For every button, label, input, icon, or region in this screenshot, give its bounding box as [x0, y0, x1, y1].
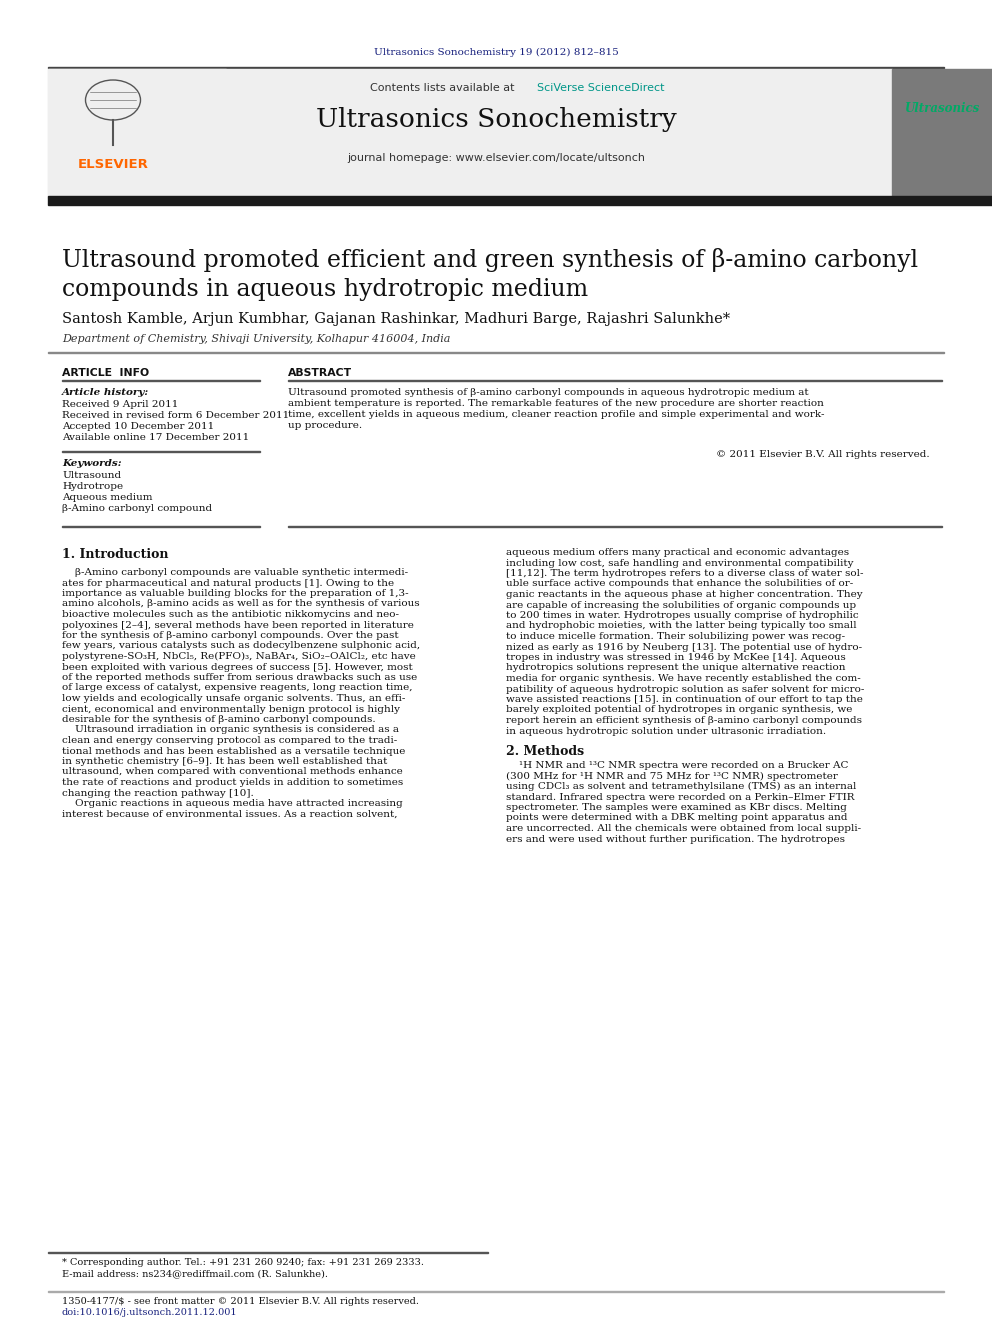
Text: (300 MHz for ¹H NMR and 75 MHz for ¹³C NMR) spectrometer: (300 MHz for ¹H NMR and 75 MHz for ¹³C N… — [506, 771, 838, 781]
Text: desirable for the synthesis of β-amino carbonyl compounds.: desirable for the synthesis of β-amino c… — [62, 714, 376, 724]
Text: nized as early as 1916 by Neuberg [13]. The potential use of hydro-: nized as early as 1916 by Neuberg [13]. … — [506, 643, 862, 651]
Text: [11,12]. The term hydrotropes refers to a diverse class of water sol-: [11,12]. The term hydrotropes refers to … — [506, 569, 863, 578]
Text: using CDCl₃ as solvent and tetramethylsilane (TMS) as an internal: using CDCl₃ as solvent and tetramethylsi… — [506, 782, 856, 791]
Text: are capable of increasing the solubilities of organic compounds up: are capable of increasing the solubiliti… — [506, 601, 856, 610]
Text: tional methods and has been established as a versatile technique: tional methods and has been established … — [62, 746, 406, 755]
Text: Received in revised form 6 December 2011: Received in revised form 6 December 2011 — [62, 411, 290, 419]
Text: ABSTRACT: ABSTRACT — [288, 368, 352, 378]
Text: 1. Introduction: 1. Introduction — [62, 548, 169, 561]
Text: media for organic synthesis. We have recently established the com-: media for organic synthesis. We have rec… — [506, 673, 861, 683]
Text: SciVerse ScienceDirect: SciVerse ScienceDirect — [537, 83, 665, 93]
Text: including low cost, safe handling and environmental compatibility: including low cost, safe handling and en… — [506, 558, 853, 568]
Text: in synthetic chemistry [6–9]. It has been well established that: in synthetic chemistry [6–9]. It has bee… — [62, 757, 387, 766]
Text: clean and energy conserving protocol as compared to the tradi-: clean and energy conserving protocol as … — [62, 736, 397, 745]
Text: ganic reactants in the aqueous phase at higher concentration. They: ganic reactants in the aqueous phase at … — [506, 590, 863, 599]
Text: bioactive molecules such as the antibiotic nikkomycins and neo-: bioactive molecules such as the antibiot… — [62, 610, 399, 619]
Text: Ultrasonics Sonochemistry: Ultrasonics Sonochemistry — [315, 107, 677, 132]
Text: Department of Chemistry, Shivaji University, Kolhapur 416004, India: Department of Chemistry, Shivaji Univers… — [62, 333, 450, 344]
Text: aqueous medium offers many practical and economic advantages: aqueous medium offers many practical and… — [506, 548, 849, 557]
Bar — [892, 69, 992, 198]
Text: time, excellent yields in aqueous medium, cleaner reaction profile and simple ex: time, excellent yields in aqueous medium… — [288, 410, 824, 419]
Text: β-Amino carbonyl compounds are valuable synthetic intermedi-: β-Amino carbonyl compounds are valuable … — [62, 568, 408, 577]
Text: few years, various catalysts such as dodecylbenzene sulphonic acid,: few years, various catalysts such as dod… — [62, 642, 421, 651]
Text: ers and were used without further purification. The hydrotropes: ers and were used without further purifi… — [506, 835, 845, 844]
Text: up procedure.: up procedure. — [288, 421, 362, 430]
Text: Available online 17 December 2011: Available online 17 December 2011 — [62, 433, 249, 442]
Text: Santosh Kamble, Arjun Kumbhar, Gajanan Rashinkar, Madhuri Barge, Rajashri Salunk: Santosh Kamble, Arjun Kumbhar, Gajanan R… — [62, 312, 730, 325]
Text: barely exploited potential of hydrotropes in organic synthesis, we: barely exploited potential of hydrotrope… — [506, 705, 852, 714]
Bar — [48, 196, 992, 205]
Text: Ultrasonics: Ultrasonics — [905, 102, 980, 115]
Text: Ultrasound promoted efficient and green synthesis of β-amino carbonyl
compounds : Ultrasound promoted efficient and green … — [62, 247, 919, 302]
Text: to induce micelle formation. Their solubilizing power was recog-: to induce micelle formation. Their solub… — [506, 632, 845, 642]
Text: importance as valuable building blocks for the preparation of 1,3-: importance as valuable building blocks f… — [62, 589, 409, 598]
Text: Aqueous medium: Aqueous medium — [62, 493, 153, 501]
Text: © 2011 Elsevier B.V. All rights reserved.: © 2011 Elsevier B.V. All rights reserved… — [716, 450, 930, 459]
Text: doi:10.1016/j.ultsonch.2011.12.001: doi:10.1016/j.ultsonch.2011.12.001 — [62, 1308, 238, 1316]
Text: are uncorrected. All the chemicals were obtained from local suppli-: are uncorrected. All the chemicals were … — [506, 824, 861, 833]
Text: ¹H NMR and ¹³C NMR spectra were recorded on a Brucker AC: ¹H NMR and ¹³C NMR spectra were recorded… — [506, 761, 848, 770]
Text: ates for pharmaceutical and natural products [1]. Owing to the: ates for pharmaceutical and natural prod… — [62, 578, 394, 587]
Text: ambient temperature is reported. The remarkable features of the new procedure ar: ambient temperature is reported. The rem… — [288, 400, 824, 407]
Text: E-mail address: ns234@rediffmail.com (R. Salunkhe).: E-mail address: ns234@rediffmail.com (R.… — [62, 1269, 328, 1278]
Text: ELSEVIER: ELSEVIER — [77, 159, 149, 172]
Text: Ultrasound irradiation in organic synthesis is considered as a: Ultrasound irradiation in organic synthe… — [62, 725, 399, 734]
Text: Contents lists available at: Contents lists available at — [370, 83, 518, 93]
Text: the rate of reactions and product yields in addition to sometimes: the rate of reactions and product yields… — [62, 778, 404, 787]
Text: wave assisted reactions [15]. in continuation of our effort to tap the: wave assisted reactions [15]. in continu… — [506, 695, 863, 704]
Text: Ultrasonics Sonochemistry 19 (2012) 812–815: Ultrasonics Sonochemistry 19 (2012) 812–… — [374, 48, 618, 57]
Text: Received 9 April 2011: Received 9 April 2011 — [62, 400, 179, 409]
Text: spectrometer. The samples were examined as KBr discs. Melting: spectrometer. The samples were examined … — [506, 803, 847, 812]
Text: polyoxines [2–4], several methods have been reported in literature: polyoxines [2–4], several methods have b… — [62, 620, 414, 630]
Text: Accepted 10 December 2011: Accepted 10 December 2011 — [62, 422, 214, 431]
Text: of large excess of catalyst, expensive reagents, long reaction time,: of large excess of catalyst, expensive r… — [62, 684, 413, 692]
Text: Hydrotrope: Hydrotrope — [62, 482, 123, 491]
Text: changing the reaction pathway [10].: changing the reaction pathway [10]. — [62, 789, 254, 798]
Text: 2. Methods: 2. Methods — [506, 745, 584, 758]
Bar — [48, 69, 892, 198]
Text: journal homepage: www.elsevier.com/locate/ultsonch: journal homepage: www.elsevier.com/locat… — [347, 153, 645, 163]
Text: points were determined with a DBK melting point apparatus and: points were determined with a DBK meltin… — [506, 814, 847, 823]
Text: Article history:: Article history: — [62, 388, 149, 397]
Text: been exploited with various degrees of success [5]. However, most: been exploited with various degrees of s… — [62, 663, 413, 672]
Text: cient, economical and environmentally benign protocol is highly: cient, economical and environmentally be… — [62, 705, 400, 713]
Text: Keywords:: Keywords: — [62, 459, 122, 468]
Text: Ultrasound promoted synthesis of β-amino carbonyl compounds in aqueous hydrotrop: Ultrasound promoted synthesis of β-amino… — [288, 388, 808, 397]
Text: and hydrophobic moieties, with the latter being typically too small: and hydrophobic moieties, with the latte… — [506, 622, 857, 631]
Text: low yields and ecologically unsafe organic solvents. Thus, an effi-: low yields and ecologically unsafe organ… — [62, 695, 406, 703]
Text: ultrasound, when compared with conventional methods enhance: ultrasound, when compared with conventio… — [62, 767, 403, 777]
Text: tropes in industry was stressed in 1946 by McKee [14]. Aqueous: tropes in industry was stressed in 1946 … — [506, 654, 846, 662]
Text: standard. Infrared spectra were recorded on a Perkin–Elmer FTIR: standard. Infrared spectra were recorded… — [506, 792, 854, 802]
Text: Ultrasound: Ultrasound — [62, 471, 121, 480]
Text: polystyrene-SO₃H, NbCl₅, Re(PFO)₃, NaBAr₄, SiO₂–OAlCl₂, etc have: polystyrene-SO₃H, NbCl₅, Re(PFO)₃, NaBAr… — [62, 652, 416, 662]
Text: in aqueous hydrotropic solution under ultrasonic irradiation.: in aqueous hydrotropic solution under ul… — [506, 726, 826, 736]
Text: report herein an efficient synthesis of β-amino carbonyl compounds: report herein an efficient synthesis of … — [506, 716, 862, 725]
Text: uble surface active compounds that enhance the solubilities of or-: uble surface active compounds that enhan… — [506, 579, 853, 589]
Text: hydrotropics solutions represent the unique alternative reaction: hydrotropics solutions represent the uni… — [506, 664, 845, 672]
Text: * Corresponding author. Tel.: +91 231 260 9240; fax: +91 231 269 2333.: * Corresponding author. Tel.: +91 231 26… — [62, 1258, 424, 1267]
Text: β-Amino carbonyl compound: β-Amino carbonyl compound — [62, 504, 212, 513]
Text: ARTICLE  INFO: ARTICLE INFO — [62, 368, 149, 378]
Text: patibility of aqueous hydrotropic solution as safer solvent for micro-: patibility of aqueous hydrotropic soluti… — [506, 684, 864, 693]
Text: 1350-4177/$ - see front matter © 2011 Elsevier B.V. All rights reserved.: 1350-4177/$ - see front matter © 2011 El… — [62, 1297, 419, 1306]
Text: interest because of environmental issues. As a reaction solvent,: interest because of environmental issues… — [62, 810, 398, 819]
Text: to 200 times in water. Hydrotropes usually comprise of hydrophilic: to 200 times in water. Hydrotropes usual… — [506, 611, 859, 620]
Text: Organic reactions in aqueous media have attracted increasing: Organic reactions in aqueous media have … — [62, 799, 403, 808]
Bar — [48, 69, 226, 198]
Text: amino alcohols, β-amino acids as well as for the synthesis of various: amino alcohols, β-amino acids as well as… — [62, 599, 420, 609]
Text: of the reported methods suffer from serious drawbacks such as use: of the reported methods suffer from seri… — [62, 673, 418, 681]
Text: for the synthesis of β-amino carbonyl compounds. Over the past: for the synthesis of β-amino carbonyl co… — [62, 631, 399, 640]
